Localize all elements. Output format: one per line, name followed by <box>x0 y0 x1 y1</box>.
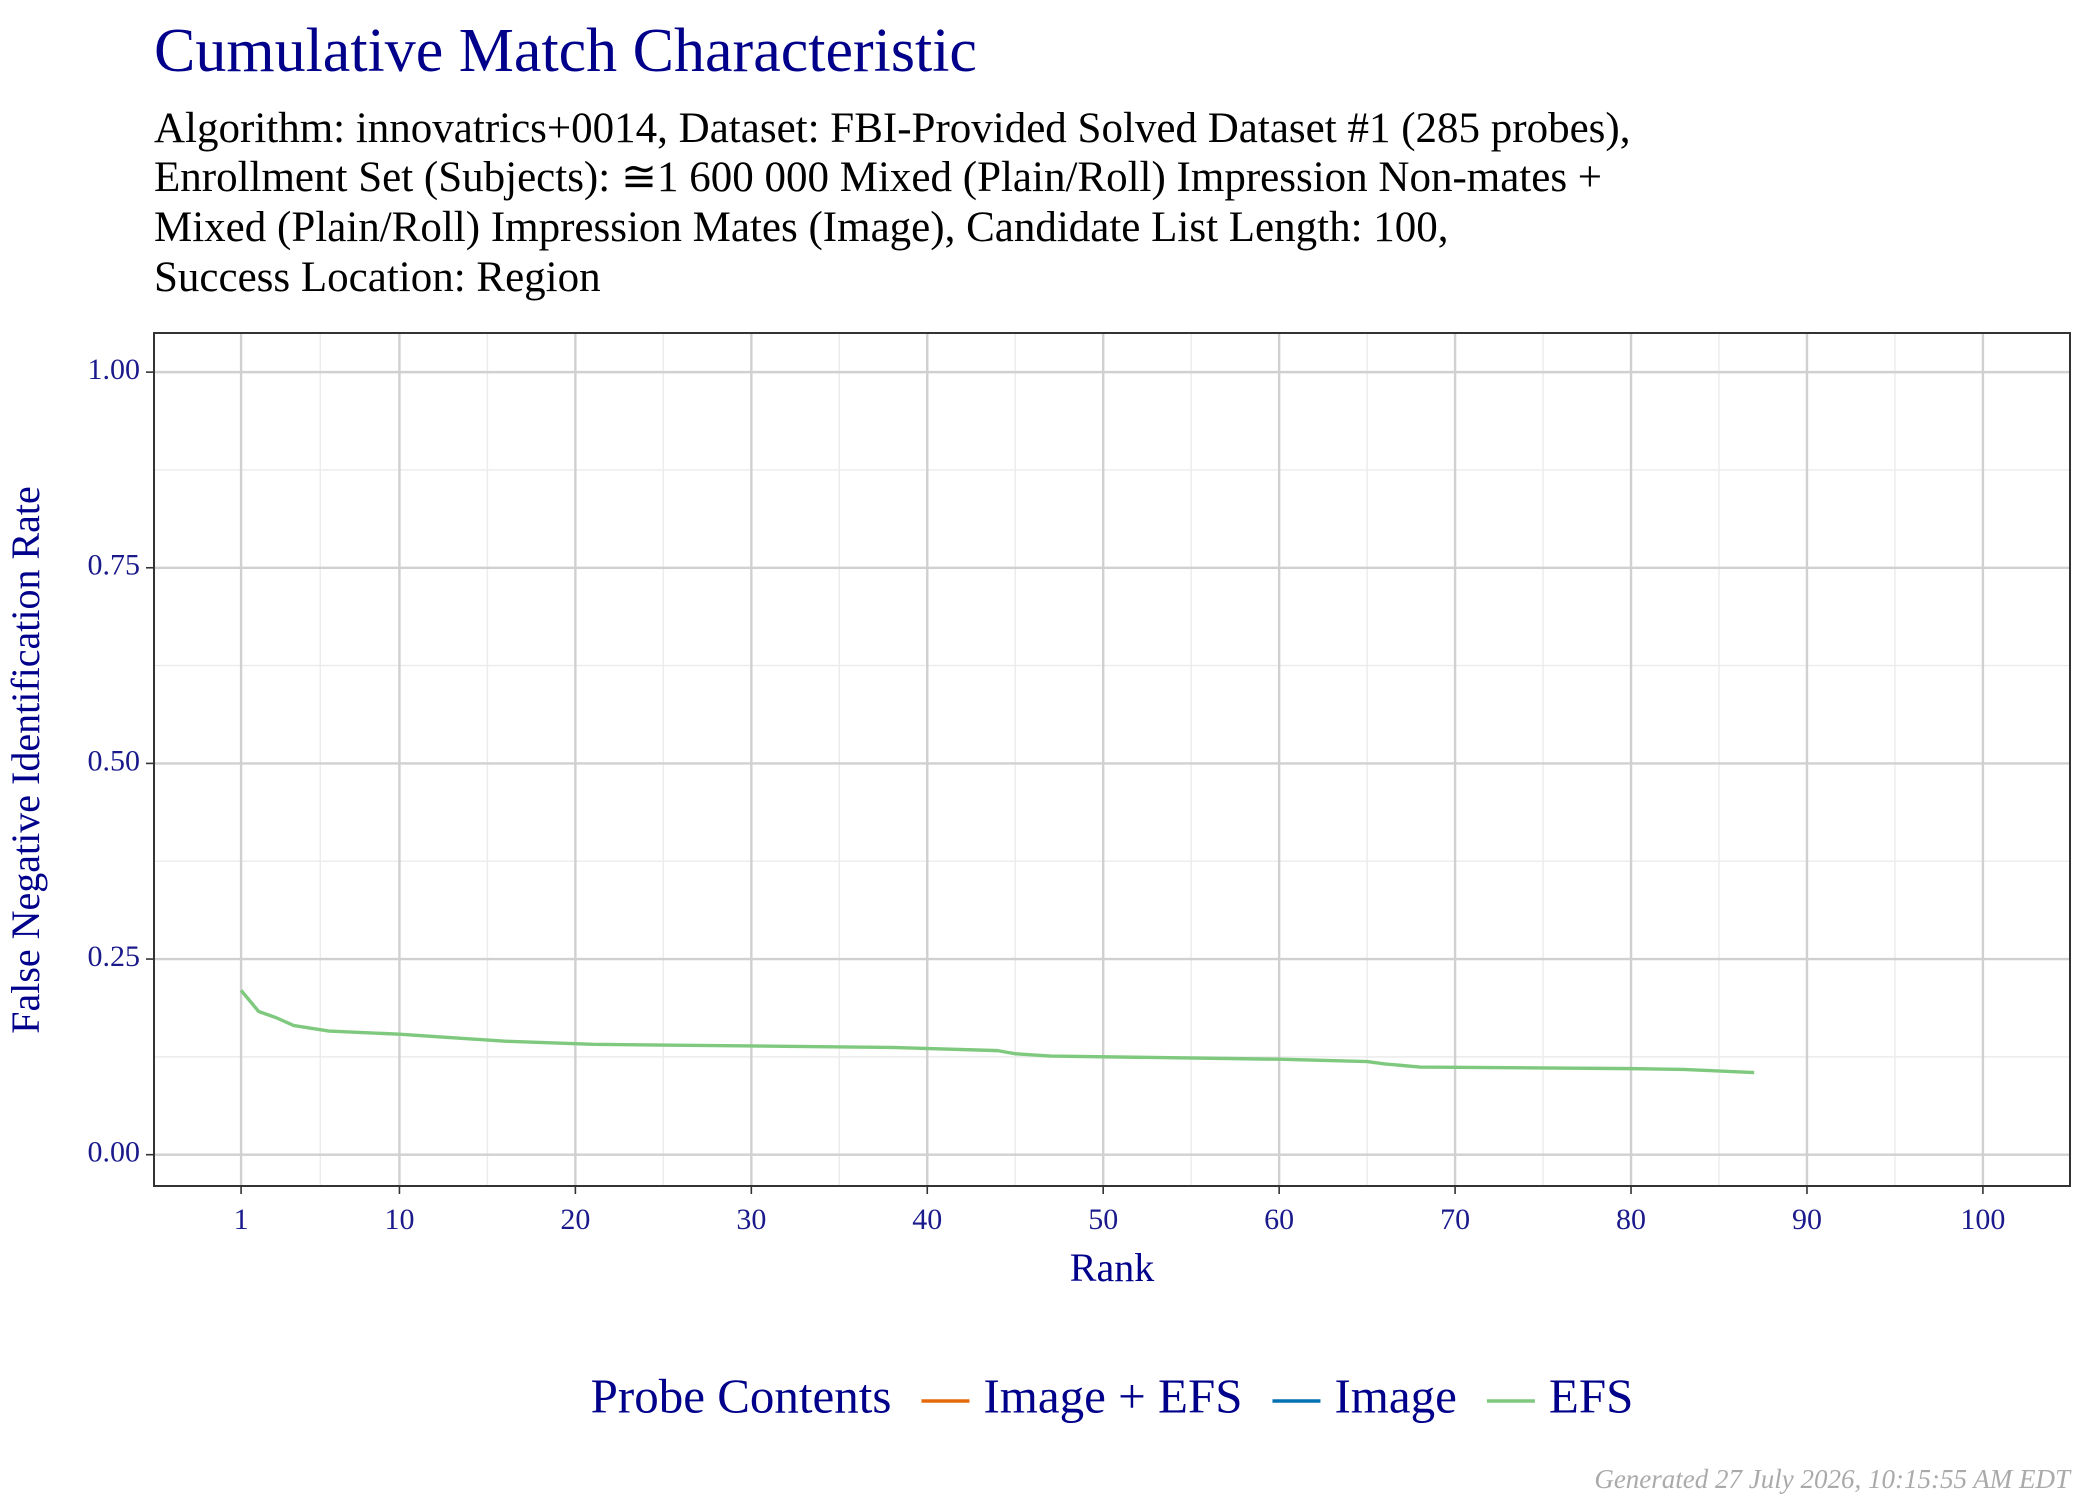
subtitle-line: Enrollment Set (Subjects): ≅1 600 000 Mi… <box>154 154 1602 201</box>
x-tick-label: 40 <box>912 1203 942 1236</box>
y-tick-label: 0.25 <box>88 940 141 973</box>
plot-border <box>153 332 2071 1187</box>
footer: Generated 27 July 2026, 10:15:55 AM EDT <box>1594 1464 2072 1494</box>
x-tick-label: 1 <box>234 1203 249 1236</box>
y-tick-label: 0.50 <box>88 744 141 777</box>
x-tick-label: 20 <box>560 1203 590 1236</box>
y-tick-label: 0.00 <box>88 1136 141 1169</box>
y-axis-title: False Negative Identification Rate <box>3 486 48 1034</box>
series-line <box>239 989 1755 1075</box>
x-tick-label: 90 <box>1792 1203 1822 1236</box>
subtitle-line: Success Location: Region <box>154 254 601 301</box>
legend-label: Image <box>1334 1368 1456 1423</box>
legend: Probe Contents Image + EFS Image EFS <box>591 1368 1634 1423</box>
subtitle-line: Algorithm: innovatrics+0014, Dataset: FB… <box>154 105 1630 152</box>
x-axis-title: Rank <box>1070 1245 1154 1290</box>
x-tick-label: 70 <box>1440 1203 1470 1236</box>
x-tick-label: 60 <box>1264 1203 1294 1236</box>
y-tick-label: 1.00 <box>88 353 141 386</box>
chart-title: Cumulative Match Characteristic <box>154 17 977 85</box>
legend-label: EFS <box>1549 1368 1633 1423</box>
legend-title: Probe Contents <box>591 1368 892 1423</box>
subtitle-line: Mixed (Plain/Roll) Impression Mates (Ima… <box>154 204 1449 251</box>
x-tick-label: 30 <box>736 1203 766 1236</box>
x-tick-label: 10 <box>384 1203 414 1236</box>
legend-label: Image + EFS <box>983 1368 1242 1423</box>
x-tick-label: 80 <box>1616 1203 1646 1236</box>
x-tick-label: 100 <box>1960 1203 2005 1236</box>
x-tick-label: 50 <box>1088 1203 1118 1236</box>
y-tick-label: 0.75 <box>88 549 141 582</box>
